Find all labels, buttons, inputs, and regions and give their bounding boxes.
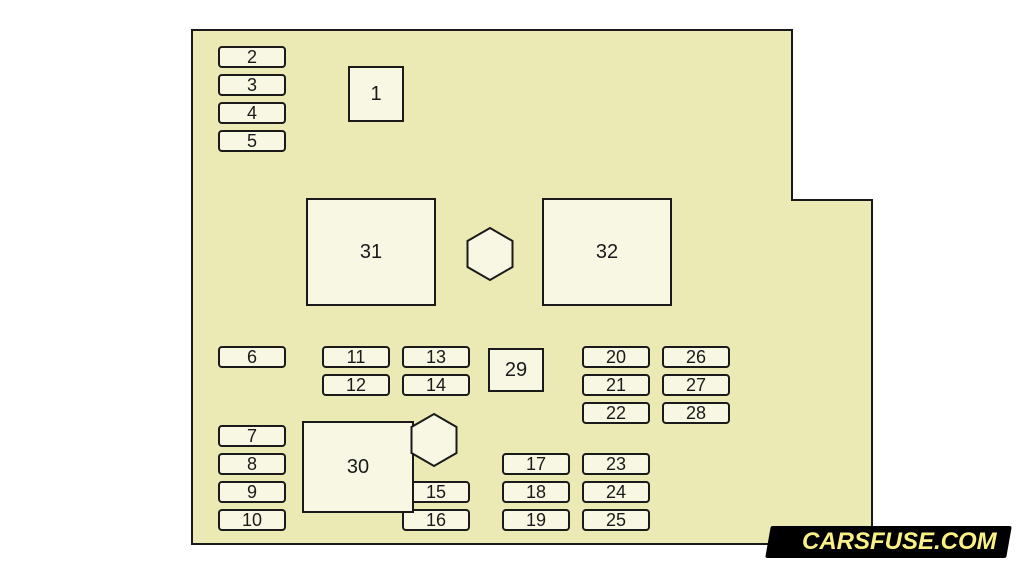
fuse-13: 13 bbox=[402, 346, 470, 368]
fuse-28: 28 bbox=[662, 402, 730, 424]
fuse-3: 3 bbox=[218, 74, 286, 96]
fuse-20: 20 bbox=[582, 346, 650, 368]
fuse-2: 2 bbox=[218, 46, 286, 68]
hexagon-bolt bbox=[462, 226, 518, 282]
fuse-4: 4 bbox=[218, 102, 286, 124]
relay-30: 30 bbox=[302, 421, 414, 513]
fuse-21: 21 bbox=[582, 374, 650, 396]
fuse-5: 5 bbox=[218, 130, 286, 152]
hexagon-bolt bbox=[406, 412, 462, 468]
fuse-22: 22 bbox=[582, 402, 650, 424]
fuse-14: 14 bbox=[402, 374, 470, 396]
watermark-logo: CARSFUSE.COM bbox=[766, 526, 1012, 558]
fuse-12: 12 bbox=[322, 374, 390, 396]
fuse-8: 8 bbox=[218, 453, 286, 475]
fuse-10: 10 bbox=[218, 509, 286, 531]
fuse-25: 25 bbox=[582, 509, 650, 531]
relay-32: 32 bbox=[542, 198, 672, 306]
fuse-11: 11 bbox=[322, 346, 390, 368]
fuse-7: 7 bbox=[218, 425, 286, 447]
watermark-text: CARSFUSE.COM bbox=[802, 528, 997, 556]
fuse-18: 18 bbox=[502, 481, 570, 503]
fuse-26: 26 bbox=[662, 346, 730, 368]
fuse-27: 27 bbox=[662, 374, 730, 396]
relay-31: 31 bbox=[306, 198, 436, 306]
fuse-24: 24 bbox=[582, 481, 650, 503]
fuse-6: 6 bbox=[218, 346, 286, 368]
fuse-23: 23 bbox=[582, 453, 650, 475]
relay-1: 1 bbox=[348, 66, 404, 122]
fuse-19: 19 bbox=[502, 509, 570, 531]
fuse-9: 9 bbox=[218, 481, 286, 503]
fuse-17: 17 bbox=[502, 453, 570, 475]
relay-29: 29 bbox=[488, 348, 544, 392]
